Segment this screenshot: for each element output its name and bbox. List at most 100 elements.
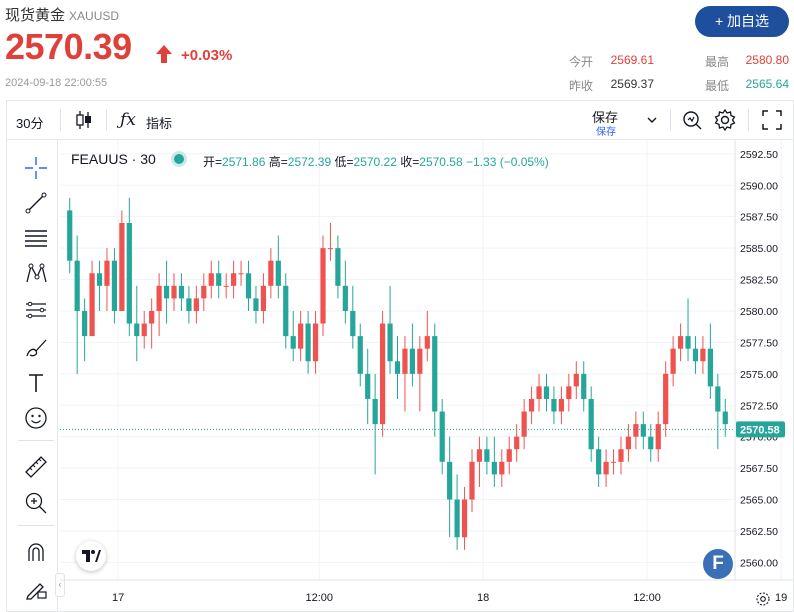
price-tick-label: 2562.50	[740, 526, 778, 538]
candle-body	[417, 348, 423, 374]
emoji-icon[interactable]	[22, 404, 50, 432]
candle-body	[260, 285, 267, 311]
candle-body	[119, 222, 125, 311]
candle-body	[275, 260, 281, 286]
pattern-icon[interactable]	[22, 260, 50, 288]
candle-body	[74, 260, 80, 311]
candle-body	[543, 386, 550, 399]
quick-search-icon[interactable]	[680, 108, 704, 132]
candle-body	[350, 310, 356, 337]
change-value: −1.33 (−0.05%)	[466, 155, 549, 169]
candle-body	[484, 449, 490, 462]
add-watchlist-button[interactable]: + 加自选	[695, 6, 789, 37]
price-tick-label: 2567.50	[740, 463, 778, 475]
candle-body	[335, 248, 341, 286]
candle-body	[409, 348, 416, 374]
candle-body	[581, 373, 587, 399]
measure-lines-icon[interactable]	[22, 296, 50, 324]
candle-body	[454, 499, 460, 538]
candle-body	[677, 336, 684, 349]
time-axis[interactable]: 17 12:00 18 12:00 19	[112, 592, 787, 604]
candle-body	[201, 285, 207, 299]
trend-line-icon[interactable]	[22, 189, 50, 217]
interval-selector[interactable]: 30分	[16, 116, 44, 131]
indicators-button[interactable]: 指标	[146, 116, 173, 131]
instrument-symbol: XAUUSD	[69, 9, 120, 23]
price-axis[interactable]: 2592.50 2590.00 2587.50 2585.00 2582.50 2580.…	[740, 149, 778, 570]
price-tick-label: 2565.00	[740, 495, 778, 507]
ruler-icon[interactable]	[22, 453, 50, 481]
settings-gear-icon[interactable]	[713, 108, 737, 132]
candle-body	[216, 273, 222, 286]
toolbar-divider	[106, 109, 107, 131]
candle-body	[156, 285, 162, 311]
price-tick-label: 2592.50	[740, 149, 778, 161]
tradingview-logo[interactable]	[76, 541, 106, 571]
quote-timestamp: 2024-09-18 22:00:55	[5, 77, 108, 89]
candles-group	[67, 197, 728, 550]
magnet-icon[interactable]	[22, 538, 50, 566]
legend-symbol[interactable]: FEAUUS · 30	[71, 151, 156, 167]
candle-body	[82, 310, 88, 337]
chart-toolbar: 30分 ƒx 指标 保存 保存	[6, 100, 794, 140]
candle-body	[558, 398, 564, 412]
lock-draw-icon[interactable]	[22, 574, 50, 602]
candle-body	[372, 398, 378, 425]
candle-body	[573, 373, 579, 387]
candle-body	[67, 210, 73, 261]
stat-prevclose-value: 2569.37	[610, 77, 654, 91]
price-tick-label: 2575.00	[740, 369, 778, 381]
price-tick-label: 2577.50	[740, 337, 778, 349]
candle-body	[432, 336, 438, 412]
zoom-icon[interactable]	[22, 489, 50, 517]
candle-body	[700, 348, 706, 362]
grid-lines	[60, 140, 782, 580]
drawing-toolbar	[6, 140, 58, 612]
low-value: 2570.22	[353, 155, 397, 169]
stat-low-value: 2565.64	[745, 77, 789, 91]
candle-body	[439, 411, 445, 462]
fullscreen-icon[interactable]	[761, 109, 783, 131]
candle-body	[290, 336, 296, 349]
fib-lines-icon[interactable]	[22, 224, 50, 252]
close-label: 收=	[400, 155, 420, 169]
low-label: 低=	[334, 155, 354, 169]
candle-body	[178, 285, 185, 299]
candle-body	[625, 436, 632, 450]
time-tick-label: 19	[775, 592, 787, 604]
candle-type-icon[interactable]	[74, 109, 94, 131]
fx-icon[interactable]: ƒx	[120, 110, 136, 130]
candle-body	[640, 424, 646, 437]
price-tick-label: 2585.00	[740, 243, 778, 255]
candle-body	[707, 348, 713, 387]
candle-body	[89, 273, 95, 337]
stat-low-label: 最低	[705, 79, 730, 93]
toolbar-divider	[748, 109, 749, 131]
candle-body	[238, 273, 244, 275]
candle-body	[342, 285, 348, 311]
candle-body	[298, 323, 304, 349]
f-badge-icon[interactable]: F	[703, 549, 733, 579]
candle-body	[722, 411, 728, 425]
chevron-down-icon[interactable]	[646, 114, 658, 126]
candle-body	[186, 298, 192, 311]
candle-body	[402, 348, 408, 374]
candle-body	[603, 461, 609, 475]
toolbar-divider	[18, 525, 54, 526]
save-button[interactable]: 保存	[592, 110, 619, 125]
candle-body	[514, 436, 520, 450]
collapse-toolbar-handle[interactable]: ‹	[55, 573, 65, 597]
candlestick-chart[interactable]: 2592.50 2590.00 2587.50 2585.00 2582.50 2580.…	[60, 140, 793, 612]
price-tick-label: 2582.50	[740, 275, 778, 287]
axis-settings-icon[interactable]	[755, 591, 771, 607]
brush-icon[interactable]	[22, 333, 50, 361]
crosshair-icon[interactable]	[22, 154, 50, 182]
candle-body	[268, 260, 274, 286]
candle-body	[536, 386, 542, 399]
time-tick-label: 17	[112, 592, 124, 604]
text-icon[interactable]	[22, 369, 50, 397]
last-price-tag: 2570.58	[736, 421, 785, 438]
tv-logo-icon	[82, 550, 101, 562]
candle-body	[424, 336, 430, 349]
candle-body	[685, 336, 691, 349]
